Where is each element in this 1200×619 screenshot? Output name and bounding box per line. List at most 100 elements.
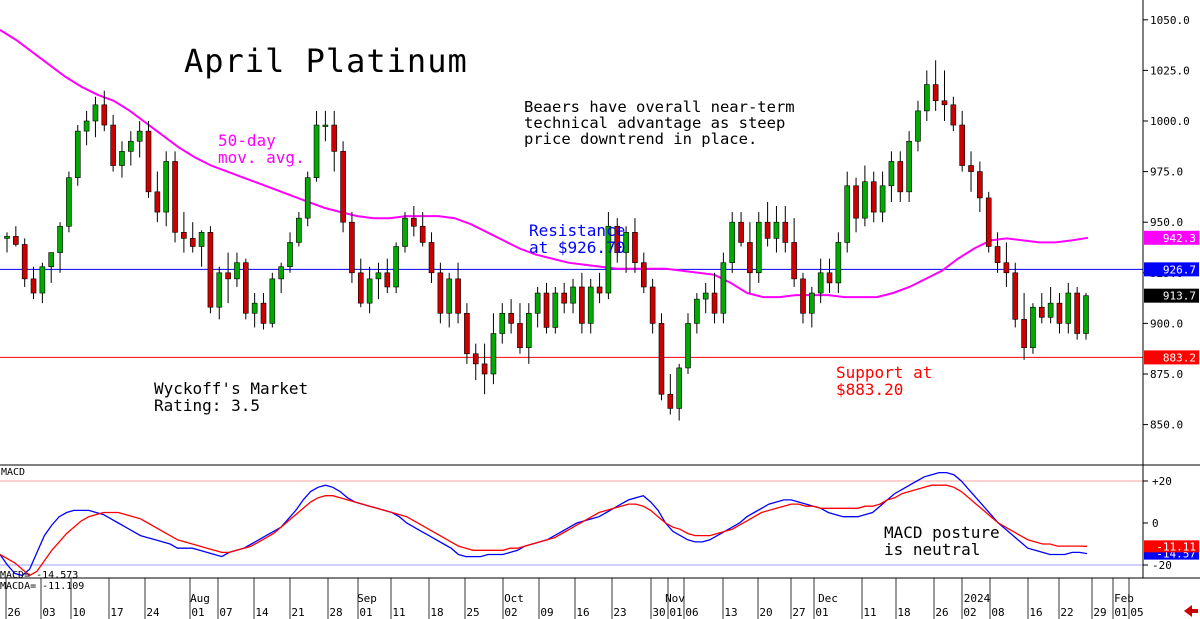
- candle: [83, 110, 90, 146]
- candle: [791, 218, 797, 287]
- candle-body: [702, 292, 709, 300]
- candle: [21, 238, 28, 287]
- candle-body: [570, 286, 576, 304]
- day-label: 09: [540, 606, 553, 619]
- candle: [472, 343, 479, 381]
- candle: [632, 218, 638, 273]
- candle: [826, 258, 833, 294]
- candle: [481, 343, 488, 395]
- candle: [570, 278, 576, 314]
- candle-body: [428, 242, 435, 274]
- day-label: 26: [935, 606, 948, 619]
- candle-body: [251, 302, 258, 314]
- candle-body: [278, 266, 284, 280]
- day-label: 23: [613, 606, 626, 619]
- candle: [800, 272, 806, 324]
- candle: [154, 171, 161, 223]
- candle: [207, 226, 214, 314]
- macd-value-label: MACDA= -11.109: [0, 581, 84, 592]
- candle: [455, 262, 461, 324]
- candle-body: [782, 221, 789, 243]
- day-label: 17: [110, 606, 123, 619]
- candle-body: [552, 292, 559, 328]
- candle: [596, 272, 603, 304]
- candle-body: [331, 124, 338, 152]
- candle: [446, 272, 453, 328]
- candle-body: [755, 221, 762, 274]
- day-label: 14: [255, 606, 269, 619]
- candle: [278, 262, 284, 294]
- candle: [888, 151, 895, 202]
- day-label: 01: [359, 606, 372, 619]
- candle: [809, 286, 815, 328]
- candle-body: [446, 278, 453, 314]
- day-label: 18: [430, 606, 443, 619]
- candle-body: [366, 278, 373, 304]
- price-tick-label: 850.0: [1150, 419, 1183, 432]
- candle-body: [579, 286, 585, 324]
- day-label: 21: [291, 606, 304, 619]
- price-tick-label: 1050.0: [1150, 14, 1190, 27]
- candle: [172, 151, 178, 243]
- commentary-text-line: price downtrend in place.: [524, 130, 757, 148]
- month-label: Aug: [190, 592, 210, 605]
- candle: [676, 363, 682, 421]
- macd-annotation: MACD posture is neutral: [884, 523, 1000, 559]
- candle: [711, 272, 718, 324]
- candle-body: [119, 151, 125, 166]
- level-layer: [0, 268, 1143, 358]
- day-label: 11: [392, 606, 405, 619]
- month-label: Nov: [665, 592, 685, 605]
- candle: [897, 151, 904, 202]
- candle-body: [260, 302, 267, 324]
- candle: [216, 266, 223, 320]
- candle-body: [92, 104, 99, 122]
- candle: [941, 70, 948, 121]
- arrow-left-icon: [1184, 605, 1198, 617]
- moving-average-line: [0, 29, 1089, 299]
- candle: [508, 299, 514, 334]
- macd-annotation-line: MACD posture: [884, 523, 1000, 542]
- macd-series-macda: [0, 484, 1088, 577]
- candle: [128, 131, 134, 166]
- day-label: 30: [652, 606, 665, 619]
- candle: [552, 286, 559, 334]
- candle-body: [402, 217, 408, 247]
- candle-body: [181, 232, 187, 239]
- candle-body: [587, 286, 594, 324]
- candle-body: [985, 197, 992, 247]
- day-label: 02: [504, 606, 517, 619]
- candle: [39, 262, 46, 304]
- macd-tick-label: +20: [1152, 475, 1172, 488]
- candle-body: [154, 191, 161, 213]
- candle: [119, 141, 125, 178]
- candle-body: [632, 232, 638, 263]
- candle-body: [879, 185, 886, 213]
- candle-body: [4, 236, 10, 239]
- candle-body: [941, 100, 948, 106]
- candle-body: [419, 225, 426, 243]
- resistance-label-line: at $926.70: [529, 238, 625, 257]
- candle-body: [437, 272, 444, 314]
- candle: [1012, 262, 1019, 328]
- candle-body: [614, 225, 621, 253]
- candle-body: [667, 393, 674, 409]
- price-tick-label: 950.0: [1150, 216, 1183, 229]
- candle: [517, 303, 523, 354]
- candle-body: [128, 140, 134, 152]
- candle: [879, 171, 886, 223]
- market-rating-line: Wyckoff's Market: [154, 379, 308, 398]
- candle: [534, 286, 541, 328]
- day-label: 01: [1114, 606, 1127, 619]
- candle-body: [242, 262, 249, 314]
- market-rating: Wyckoff's Market Rating: 3.5: [154, 379, 308, 415]
- ma-label-line: 50-day: [218, 131, 276, 150]
- candle-body: [74, 130, 81, 178]
- candle-body: [296, 217, 302, 243]
- candle: [773, 206, 780, 253]
- candle-body: [1047, 302, 1054, 318]
- candle-body: [83, 120, 90, 132]
- candle: [844, 171, 851, 253]
- macd-tick-label: -20: [1152, 559, 1172, 572]
